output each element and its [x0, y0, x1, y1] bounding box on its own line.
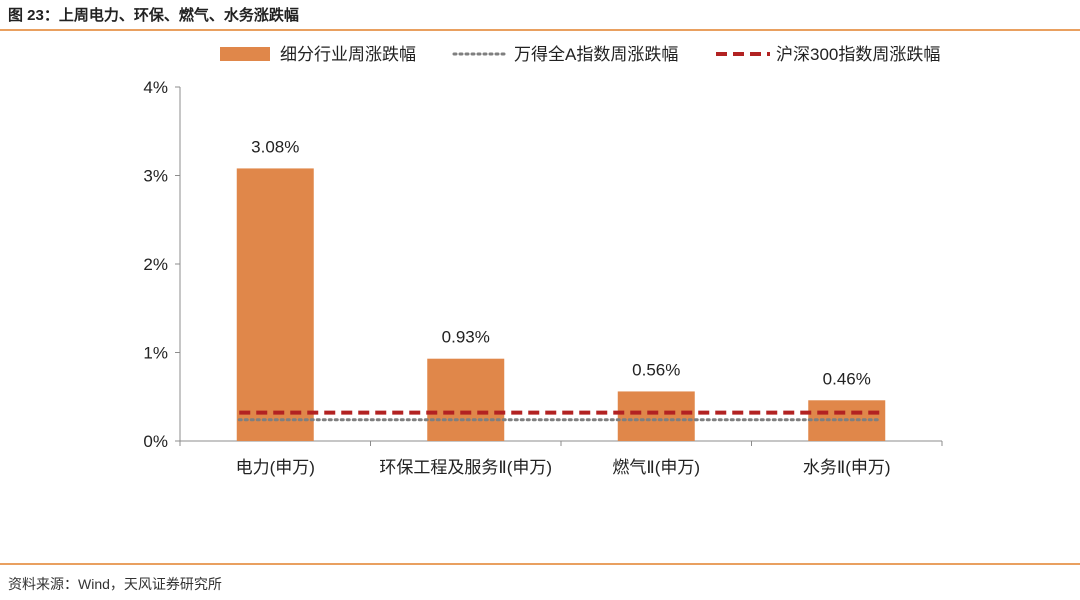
- category-label: 电力(申万): [236, 458, 315, 477]
- data-label: 0.93%: [442, 328, 490, 347]
- category-label: 燃气Ⅱ(申万): [612, 458, 700, 477]
- y-tick-label: 3%: [143, 167, 168, 186]
- bar: [236, 168, 314, 442]
- category-label: 水务Ⅱ(申万): [803, 458, 891, 477]
- y-tick-label: 1%: [143, 344, 168, 363]
- reference-lines: [237, 410, 883, 422]
- labels: 3.08% 电力(申万) 0.93% 环保工程及服务Ⅱ(申万) 0.56% 燃气Ⅱ(申万)…: [236, 137, 891, 477]
- data-label: 3.08%: [251, 137, 299, 156]
- y-tick-label: 2%: [143, 255, 168, 274]
- legend-label-csi300: 沪深300指数周涨跌幅: [776, 45, 940, 64]
- legend: 细分行业周涨跌幅 万得全A指数周涨跌幅 沪深300指数周涨跌幅: [220, 45, 940, 64]
- bar-chart: 细分行业周涨跌幅 万得全A指数周涨跌幅 沪深300指数周涨跌幅 0% 1% 2% 3% 4%…: [143, 45, 943, 477]
- data-label: 0.46%: [823, 369, 871, 388]
- source-note: 资料来源：Wind，天风证券研究所: [8, 576, 222, 592]
- legend-label-wind-a: 万得全A指数周涨跌幅: [514, 45, 678, 64]
- figure-title: 图 23：上周电力、环保、燃气、水务涨跌幅: [8, 7, 299, 24]
- data-label: 0.56%: [632, 360, 680, 379]
- y-tick-label: 4%: [143, 78, 168, 97]
- top-rule: [0, 29, 1080, 31]
- bar: [427, 358, 505, 441]
- legend-label-bar: 细分行业周涨跌幅: [280, 45, 416, 64]
- bar: [617, 391, 695, 441]
- bars: [236, 168, 886, 442]
- y-tick-label: 0%: [143, 432, 168, 451]
- legend-swatch-bar: [220, 47, 270, 61]
- bottom-rule: [0, 563, 1080, 565]
- category-label: 环保工程及服务Ⅱ(申万): [379, 458, 552, 477]
